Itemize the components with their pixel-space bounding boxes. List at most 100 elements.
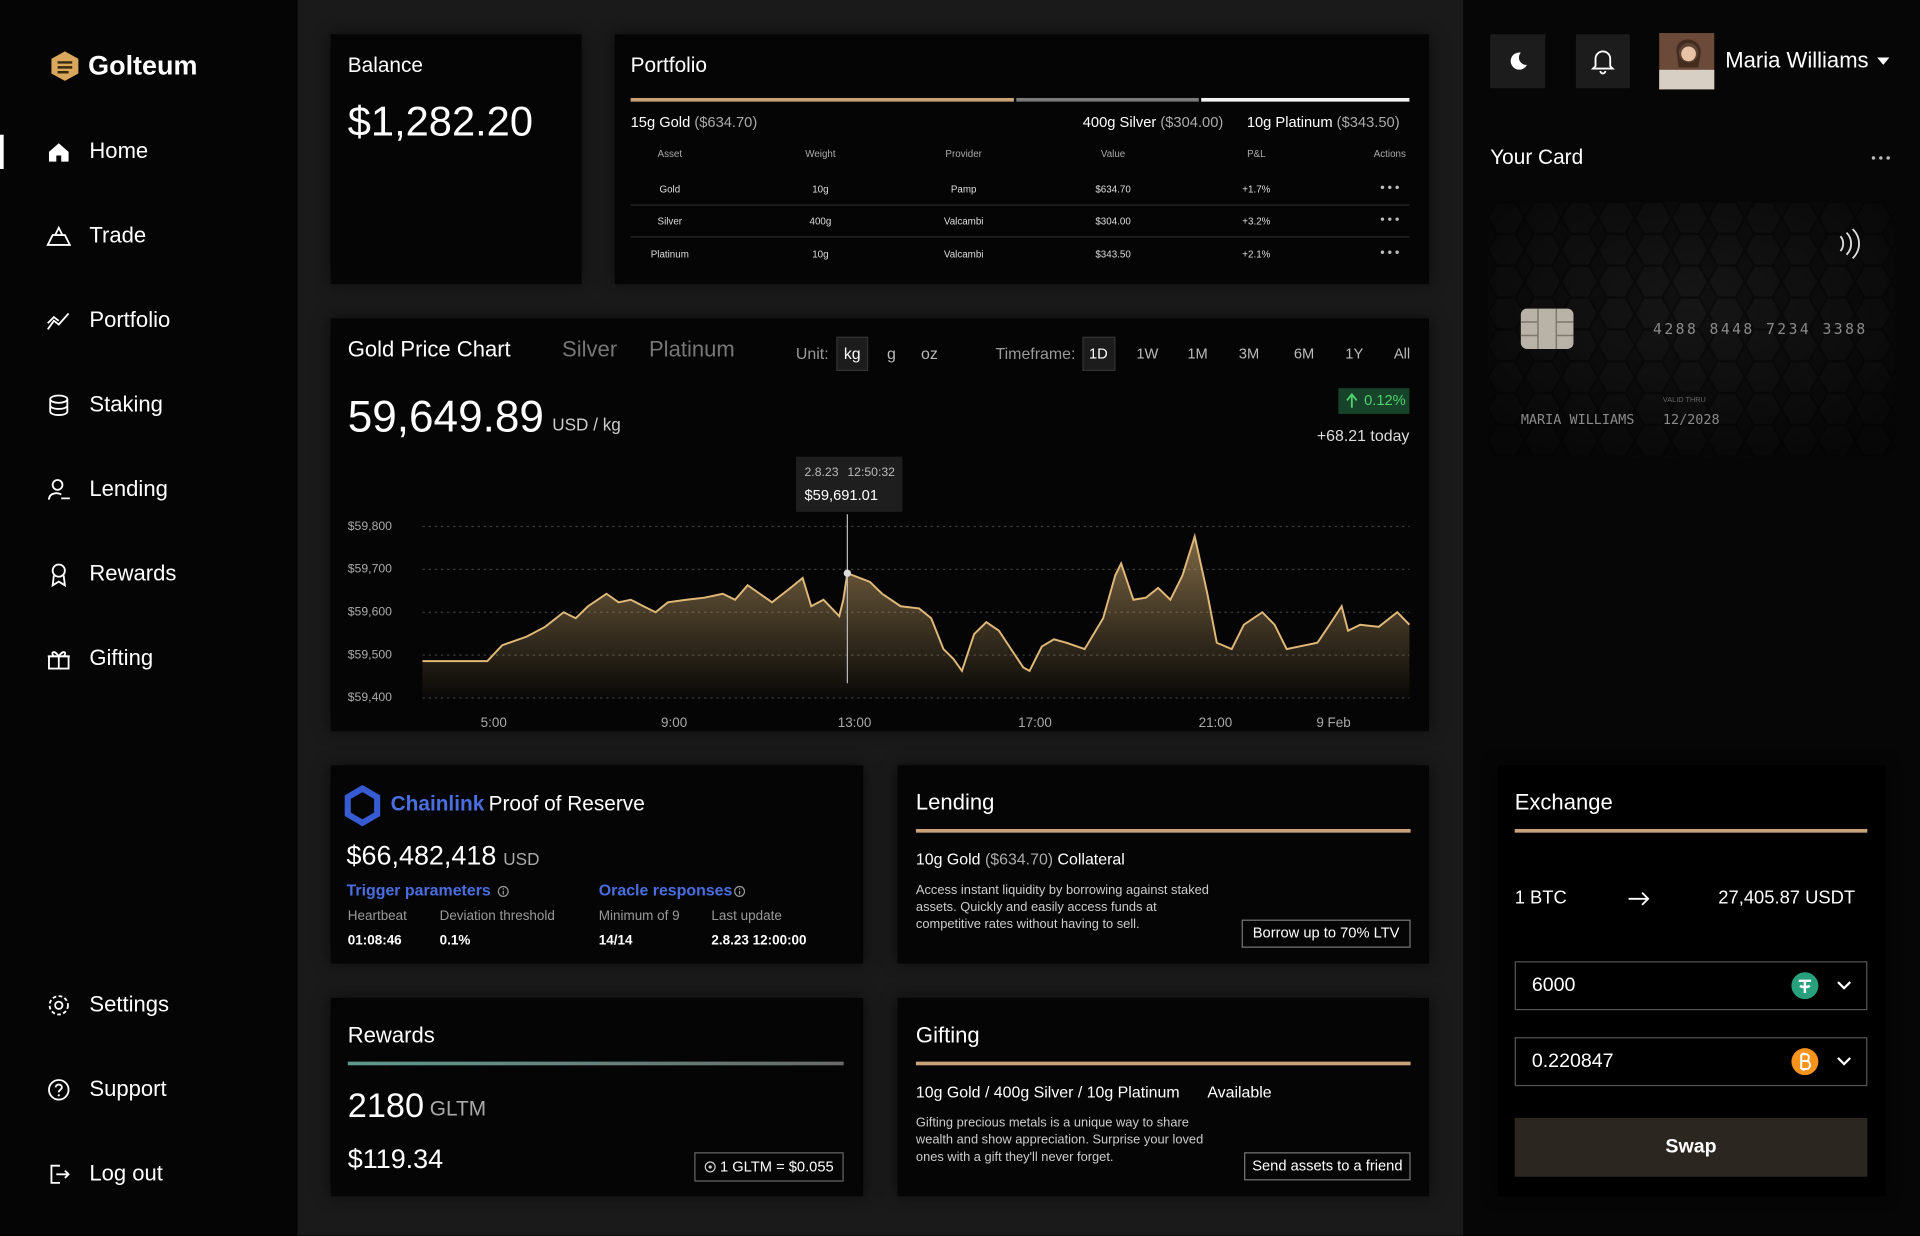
card-more[interactable]: [1871, 154, 1891, 161]
panel-title: Portfolio: [630, 53, 707, 77]
timeframe-option[interactable]: All: [1393, 345, 1411, 363]
nav-icon[interactable]: [47, 647, 71, 671]
btc-input[interactable]: [1514, 1037, 1868, 1087]
nav-item[interactable]: Support: [89, 1076, 167, 1102]
shape: [344, 785, 381, 827]
timeframe-label: Timeframe:: [995, 344, 1076, 363]
y-tick-label: $59,500: [348, 647, 392, 661]
gifting-status: Available: [1207, 1082, 1272, 1102]
timeframe-option[interactable]: 3M: [1238, 345, 1260, 363]
shape: [47, 651, 70, 669]
table-cell: Platinum: [650, 248, 689, 260]
user-name[interactable]: Maria Williams: [1725, 48, 1869, 73]
nav-item[interactable]: Portfolio: [89, 307, 171, 333]
shape: [1380, 250, 1385, 254]
nav-icon[interactable]: [47, 1162, 71, 1186]
row-actions[interactable]: [1380, 249, 1400, 256]
nav-icon[interactable]: [47, 309, 71, 333]
nav-item[interactable]: Settings: [89, 992, 170, 1017]
shape: [1628, 892, 1650, 906]
timeframe-option[interactable]: 6M: [1293, 345, 1315, 363]
row-actions[interactable]: [1380, 216, 1400, 223]
field-value: 2.8.23 12:00:00: [711, 933, 807, 949]
card-holder: MARIA WILLIAMS: [1520, 411, 1635, 428]
shape: [57, 1094, 60, 1097]
nav-icon[interactable]: [47, 478, 71, 502]
bank-card: [1487, 202, 1896, 457]
table-cell: Silver: [657, 215, 683, 227]
nav-item[interactable]: Rewards: [89, 561, 177, 586]
shape: [57, 61, 73, 74]
nav-icon[interactable]: [47, 993, 71, 1017]
nav-icon[interactable]: [47, 140, 71, 164]
chainlink-logo: [344, 785, 381, 827]
timeframe-option[interactable]: 1M: [1187, 345, 1208, 363]
row-divider: [630, 236, 1410, 238]
swap-button[interactable]: [1514, 1117, 1868, 1177]
nav-item[interactable]: Trade: [89, 223, 147, 248]
timeframe-option[interactable]: 1Y: [1345, 345, 1364, 363]
nav-item[interactable]: Lending: [89, 476, 168, 502]
price-change: 0.12%: [1364, 391, 1406, 409]
proof-of-reserve-panel: [330, 765, 864, 964]
chevron-icon[interactable]: [1837, 981, 1852, 991]
brand-logo: [51, 51, 79, 81]
borrow-button[interactable]: [1241, 919, 1411, 948]
shape: [738, 888, 741, 890]
nav-icon[interactable]: [47, 1078, 71, 1102]
unit-option[interactable]: kg: [843, 344, 861, 363]
chart-tab[interactable]: Silver: [562, 336, 618, 362]
column-header: P&L: [1247, 148, 1266, 160]
price-unit: USD / kg: [552, 414, 621, 435]
nav-item[interactable]: Home: [89, 138, 149, 164]
nav-icon[interactable]: [46, 224, 72, 248]
chart-tab[interactable]: Gold Price Chart: [347, 336, 511, 362]
up-arrow-icon: [1346, 392, 1358, 408]
field-label: Minimum of 9: [598, 909, 680, 924]
gifting-panel: [897, 997, 1429, 1197]
chart-tab[interactable]: Platinum: [648, 336, 735, 362]
row-actions[interactable]: [1380, 184, 1400, 191]
shape: [708, 1165, 712, 1169]
collateral-line: 10g Gold ($634.70) Collateral: [916, 850, 1125, 869]
nav-item[interactable]: Staking: [89, 392, 163, 417]
unit-option[interactable]: g: [886, 344, 896, 363]
timeframe-option[interactable]: 1W: [1136, 345, 1159, 363]
holding-value: ($343.50): [1336, 113, 1400, 131]
bitcoin-icon: [1791, 1048, 1819, 1076]
shape: [1395, 185, 1399, 190]
usdt-input[interactable]: [1514, 961, 1868, 1011]
nav-icon[interactable]: [47, 562, 71, 588]
shape: [49, 399, 69, 417]
field-label: Deviation threshold: [439, 909, 555, 924]
chevron-icon[interactable]: [1837, 1057, 1852, 1067]
send-button-label[interactable]: Send assets to a friend: [1252, 1156, 1403, 1175]
usdt-amount[interactable]: 6000: [1531, 975, 1576, 997]
table-cell: 400g: [809, 215, 832, 227]
caret-icon[interactable]: [1877, 57, 1890, 65]
notification-button[interactable]: [1575, 34, 1630, 89]
borrow-button-label[interactable]: Borrow up to 70% LTV: [1252, 924, 1400, 942]
shape: [51, 479, 64, 491]
shape: [49, 394, 69, 404]
timeframe-option[interactable]: 1D: [1088, 345, 1108, 363]
shape: [1837, 981, 1851, 990]
swap-button-label[interactable]: Swap: [1665, 1136, 1717, 1158]
btc-amount[interactable]: 0.220847: [1531, 1051, 1614, 1072]
nav-icon[interactable]: [47, 393, 71, 417]
expiry-label: VALID THRU: [1662, 397, 1706, 405]
info-icon: [497, 885, 509, 897]
column-header: Provider: [945, 148, 982, 160]
unit-option[interactable]: oz: [920, 344, 938, 363]
nav-item[interactable]: Log out: [89, 1161, 163, 1186]
send-button[interactable]: [1244, 1152, 1411, 1181]
shape: [1380, 217, 1385, 221]
avatar[interactable]: [1659, 33, 1715, 90]
unit-selected: [836, 336, 869, 372]
group-title: Oracle responses: [598, 880, 733, 900]
nav-item[interactable]: Gifting: [89, 645, 154, 671]
holding-value: ($634.70): [694, 113, 758, 131]
portfolio-panel: [614, 34, 1429, 285]
table-cell: $304.00: [1095, 215, 1131, 227]
shape: [1886, 156, 1890, 160]
